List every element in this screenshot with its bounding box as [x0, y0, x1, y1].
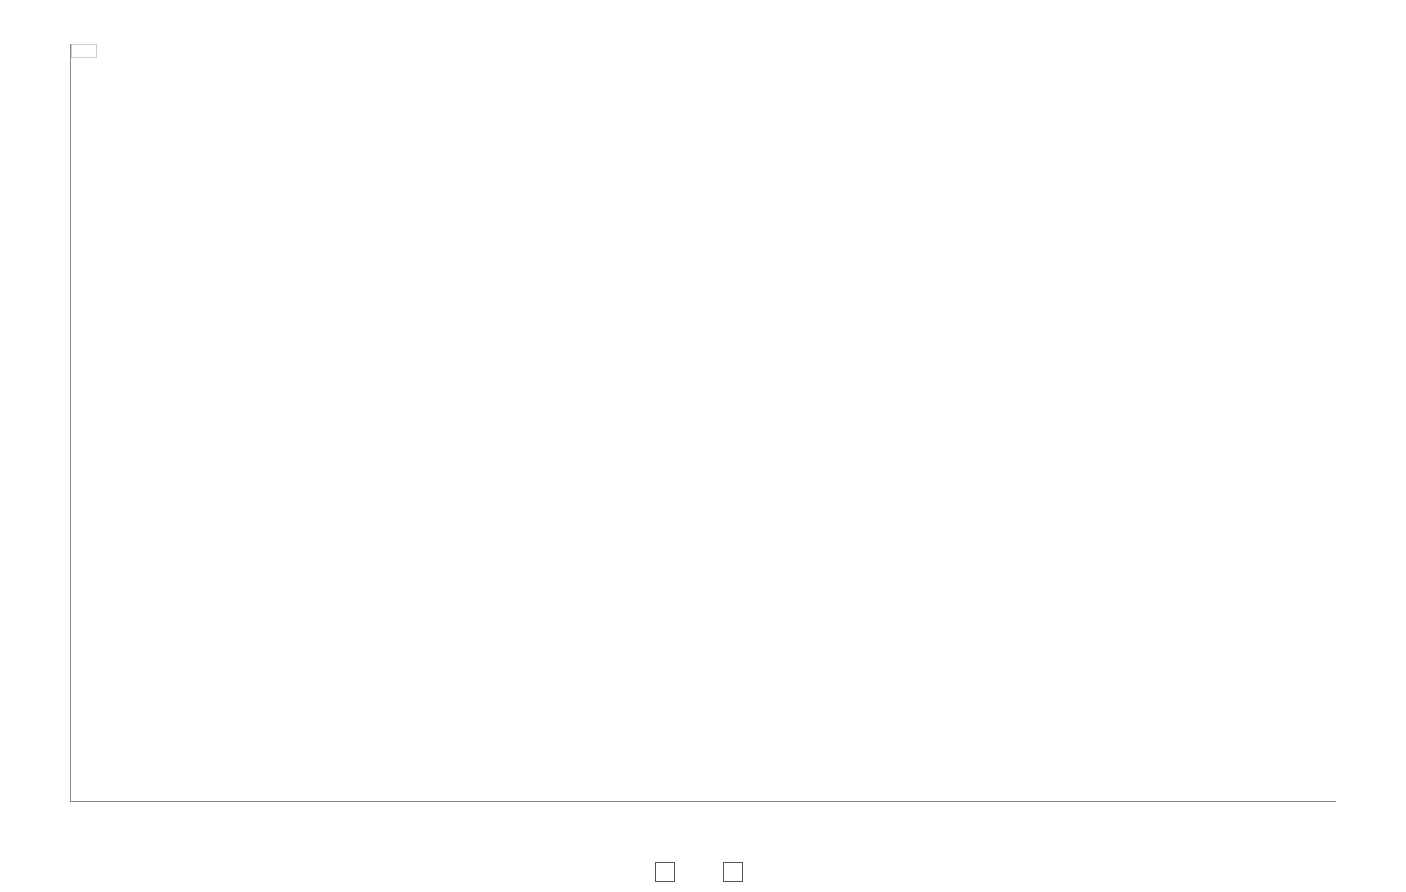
chart-header: [0, 0, 1406, 18]
legend-item-dominica: [723, 862, 751, 882]
legend: [0, 862, 1406, 882]
correlation-stats-box: [71, 44, 97, 58]
legend-item-germany: [655, 862, 683, 882]
plot-area: [70, 44, 1336, 802]
chart-container: [10, 44, 1396, 832]
legend-swatch-dominica: [723, 862, 743, 882]
legend-swatch-germany: [655, 862, 675, 882]
